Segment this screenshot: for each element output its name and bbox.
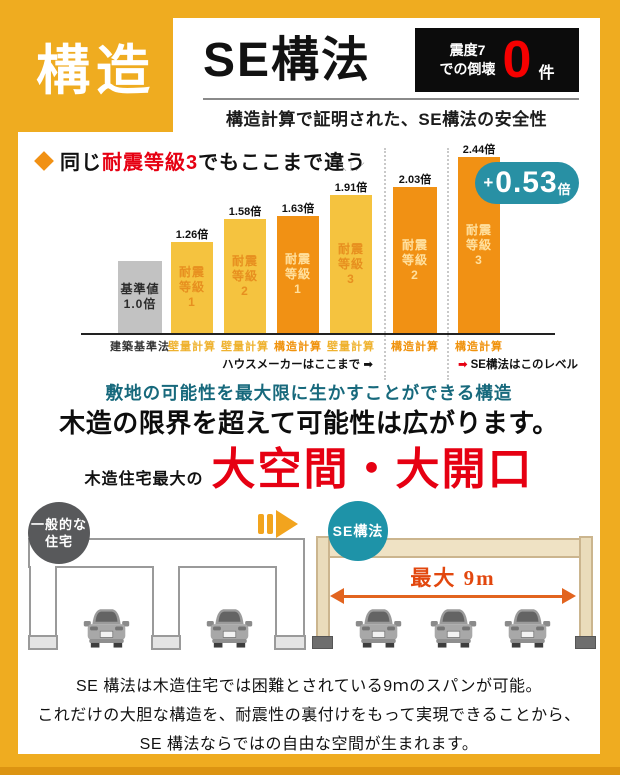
bar-value-label: 1.26倍	[175, 229, 209, 241]
big-red-heading-row: 木造住宅最大の 大空間・大開口	[18, 446, 600, 494]
teal-heading: 敷地の可能性を最大限に生かすことができる構造	[105, 383, 513, 403]
axis-category-label: 構造計算	[274, 341, 322, 353]
se-house-footing-right	[575, 636, 596, 649]
footer-line-3: SE 構法ならではの自由な空間が生まれます。	[139, 736, 479, 753]
conventional-label-line2: 住宅	[44, 534, 73, 549]
chart-axis-line	[81, 333, 555, 335]
max-span-label: 最大 9m	[410, 566, 496, 590]
car-icon	[83, 605, 130, 648]
chart-bar-5: 耐震 等級 3	[330, 195, 372, 333]
bar-value-label: 1.91倍	[334, 182, 368, 194]
stat-caption-line1: 震度7	[449, 42, 486, 58]
fast-forward-icon	[258, 510, 298, 538]
bar-grade-label: 基準値 1.0倍	[120, 282, 160, 311]
zero-collapse-badge: 震度7 での倒壊 0 件	[415, 28, 579, 92]
chart-bar-1: 基準値 1.0倍	[118, 261, 162, 333]
left-house-column-3	[275, 566, 305, 637]
emphasis-sparkle-icon: ＼｜／	[337, 162, 365, 172]
left-house-column-2	[152, 566, 180, 637]
car-icon	[355, 605, 402, 648]
chart-heading-red: 耐震等級3	[102, 152, 199, 174]
header-divider	[203, 98, 579, 100]
chart-bar-2: 耐震 等級 1	[171, 242, 213, 333]
conventional-label-line1: 一般的な	[30, 517, 87, 532]
bar-value-label: 1.63倍	[281, 203, 315, 215]
big-heading-red: 大空間・大開口	[211, 445, 534, 494]
annotation-se-level-text: SE構法はこのレベル	[470, 359, 578, 371]
plus-053-badge: + 0.53 倍	[475, 162, 579, 204]
span-double-arrow	[330, 588, 576, 604]
bar-value-label: 1.58倍	[228, 206, 262, 218]
stat-number: 0	[502, 31, 532, 89]
chart-separator-line-2	[447, 148, 449, 380]
bar-value-label: 2.03倍	[398, 174, 432, 186]
bar-grade-label: 耐震 等級 1	[284, 252, 311, 296]
black-heading: 木造の限界を超えて可能性は広がります。	[59, 408, 559, 438]
chart-heading-post: でもここまで違う	[198, 152, 367, 174]
footer-line-2: これだけの大胆な構造を、耐震性の裏付けをもって実現できることから、	[37, 707, 581, 724]
chart-heading: 同じ 耐震等級3 でもここまで違う	[34, 146, 366, 175]
axis-category-label: 壁量計算	[168, 341, 216, 353]
axis-category-label: 構造計算	[391, 341, 439, 353]
axis-category-label: 建築基準法	[110, 341, 170, 353]
stat-caption-line2: での倒壊	[439, 61, 496, 77]
bar-grade-label: 耐震 等級 3	[465, 222, 492, 267]
left-house-footing-2	[151, 635, 181, 650]
car-icon	[504, 605, 551, 648]
se-house-column-left	[316, 536, 330, 638]
conventional-house-label: 一般的な 住宅	[28, 502, 90, 564]
main-title: SE構法	[203, 34, 372, 87]
se-house-footing-left	[312, 636, 333, 649]
seismic-grade-chart: 基準値 1.0倍建築基準法 耐震 等級 1 1.26倍壁量計算 耐震 等級 2 1.58倍壁量計算…	[18, 132, 600, 382]
stat-unit: 件	[538, 65, 555, 82]
bottom-accent-strip	[0, 767, 620, 775]
bar-grade-label: 耐震 等級 2	[401, 237, 428, 282]
bar-grade-label: 耐震 等級 3	[337, 241, 364, 286]
content-panel: 同じ 耐震等級3 でもここまで違う 基準値 1.0倍建築基準法 耐震 等級 1 1.26倍…	[18, 132, 600, 754]
chart-heading-pre: 同じ	[60, 152, 102, 174]
chart-separator-line-1	[384, 148, 386, 380]
car-icon	[206, 605, 253, 648]
bar-grade-label: 耐震 等級 1	[178, 265, 205, 309]
chart-bar-4: 耐震 等級 1	[277, 216, 319, 333]
footer-line-1: SE 構法は木造住宅では困難とされている9ｍのスパンが可能。	[75, 678, 542, 695]
car-icon	[430, 605, 477, 648]
left-house-column-1	[29, 566, 57, 637]
chart-bar-3: 耐震 等級 2	[224, 219, 266, 333]
axis-category-label: 壁量計算	[221, 341, 269, 353]
pill-number: 0.53	[495, 166, 558, 199]
pill-unit: 倍	[557, 182, 571, 197]
left-house-footing-1	[28, 635, 58, 650]
footer-paragraph: SE 構法は木造住宅では困難とされている9ｍのスパンが可能。 これだけの大胆な構…	[18, 672, 600, 759]
section-badge: 構造	[36, 41, 156, 101]
se-method-label: SE構法	[328, 501, 388, 561]
se-house-column-right	[579, 536, 593, 638]
chart-bar-6: 耐震 等級 2	[393, 187, 437, 333]
pill-plus: +	[483, 173, 494, 192]
right-arrow-icon: ➡	[458, 359, 468, 371]
axis-category-label: 構造計算	[455, 341, 503, 353]
big-heading-prefix: 木造住宅最大の	[84, 471, 204, 488]
left-house-footing-3	[274, 635, 306, 650]
bar-value-label: 2.44倍	[462, 144, 496, 156]
header-subtitle: 構造計算で証明された、SE構法の安全性	[225, 110, 548, 129]
bar-grade-label: 耐震 等級 2	[231, 253, 258, 298]
axis-category-label: 壁量計算	[327, 341, 375, 353]
annotation-se-level: ➡ SE構法はこのレベル	[458, 356, 578, 372]
header-panel: SE構法 震度7 での倒壊 0 件 構造計算で証明された、SE構法の安全性	[173, 18, 600, 132]
stat-caption: 震度7 での倒壊	[440, 41, 496, 79]
annotation-housemaker: ハウスメーカーはここまで ➡	[222, 359, 373, 371]
